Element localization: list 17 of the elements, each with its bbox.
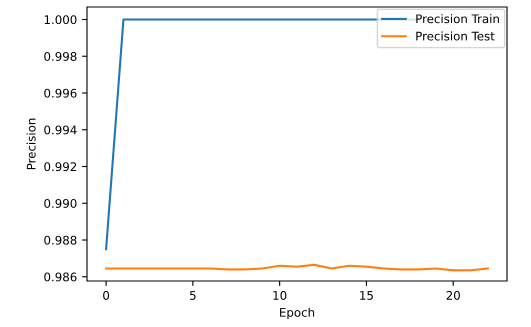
x-tick-label: 20	[446, 290, 460, 300]
x-tick-label: 10	[273, 290, 286, 300]
y-tick-label: 0.990	[44, 198, 76, 208]
legend-label: Precision Test	[416, 31, 495, 41]
y-tick-label: 0.996	[44, 88, 77, 98]
y-tick-label: 0.986	[44, 272, 77, 282]
y-axis-title: Precision	[26, 118, 36, 170]
x-tick-label: 15	[360, 291, 373, 300]
x-tick-label: 0	[103, 290, 110, 300]
x-tick-label: 5	[190, 291, 196, 300]
y-tick-label: 0.992	[44, 162, 76, 172]
y-tick-label: 0.998	[44, 52, 76, 61]
y-tick-label: 0.988	[44, 236, 76, 245]
x-axis-title: Epoch	[280, 308, 314, 320]
legend-label: Precision Train	[416, 14, 499, 24]
y-tick-label: 1.000	[44, 15, 76, 24]
y-tick-label: 0.994	[44, 125, 77, 134]
